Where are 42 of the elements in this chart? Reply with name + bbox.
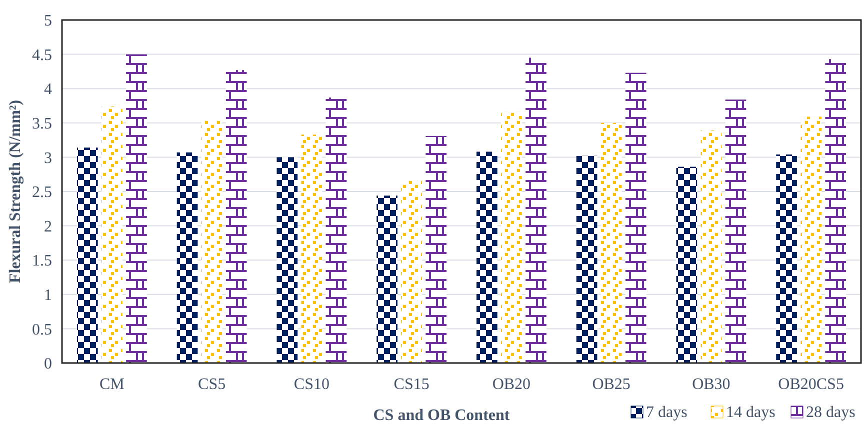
bar [476, 152, 498, 363]
bar [576, 156, 598, 363]
legend-label: 14 days [726, 404, 776, 421]
y-tick-label: 0 [44, 356, 52, 373]
bar [776, 154, 797, 363]
bar [301, 134, 322, 363]
bar [526, 58, 546, 363]
bar [376, 196, 398, 363]
x-axis-title: CS and OB Content [373, 407, 510, 424]
bar [725, 100, 746, 363]
y-tick-label: 4.5 [32, 46, 52, 64]
bar [326, 98, 347, 363]
y-axis-title: Flexural Strength (N/mm²) [7, 100, 24, 284]
y-tick-label: 2 [44, 218, 52, 236]
bar [625, 72, 646, 363]
bar [76, 148, 98, 363]
bar [276, 157, 298, 363]
x-tick-label: CS15 [394, 376, 430, 393]
y-tick-label: 1.5 [32, 252, 52, 270]
y-tick-label: 5 [44, 12, 52, 30]
x-tick-label: OB20 [492, 376, 531, 393]
bar [676, 166, 698, 363]
y-tick-label: 3 [44, 150, 52, 167]
y-tick-label: 4 [44, 81, 52, 98]
legend-label: 7 days [646, 404, 688, 421]
bar [600, 122, 622, 363]
y-tick-label: 0.5 [32, 321, 52, 338]
x-tick-label: OB30 [692, 376, 730, 393]
bar [201, 119, 222, 363]
bar [226, 70, 247, 363]
y-tick-label: 3.5 [32, 116, 52, 132]
x-tick-label: OB25 [592, 376, 630, 393]
bar [176, 152, 198, 363]
x-tick-label: CS5 [198, 376, 226, 393]
y-tick-label: 1 [44, 287, 52, 304]
y-tick-label: 2.5 [32, 184, 52, 202]
bar [426, 136, 447, 363]
x-tick-label: CM [99, 376, 124, 393]
x-tick-label: OB20CS5 [778, 376, 844, 393]
x-tick-label: CS10 [294, 376, 330, 393]
bar [126, 54, 147, 363]
legend-label: 28 days [806, 404, 856, 421]
